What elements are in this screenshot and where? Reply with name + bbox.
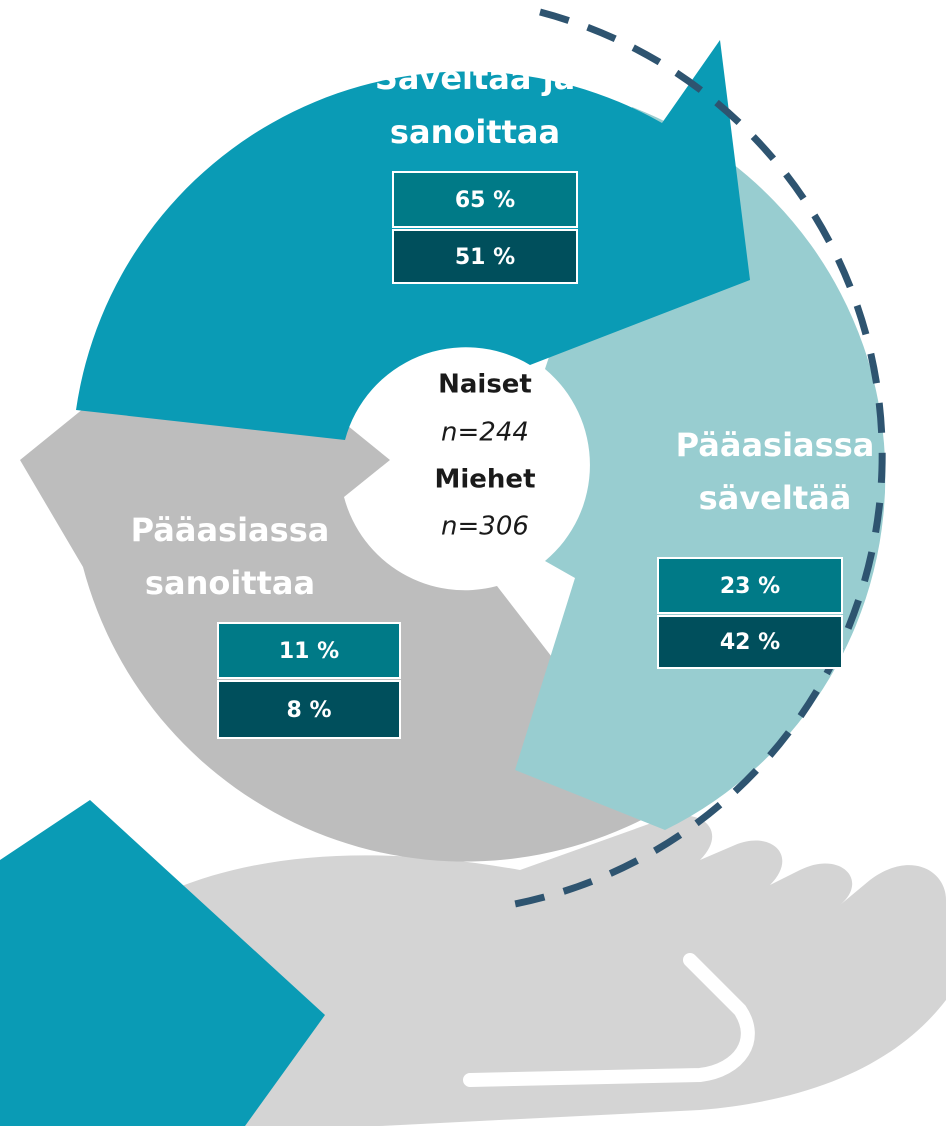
women-value: 65 % (455, 188, 515, 213)
men-value: 42 % (720, 630, 780, 655)
segment-label: sanoittaa (390, 113, 560, 151)
segment-label: Säveltää ja (375, 59, 575, 97)
center-men: Miehet (435, 465, 536, 495)
men-value: 8 % (286, 698, 331, 723)
center-women: Naiset (438, 370, 532, 400)
center-women-n: n=244 (441, 418, 529, 448)
segment-label: säveltää (699, 479, 852, 517)
segment-label: sanoittaa (145, 564, 315, 602)
center-men-n: n=306 (441, 512, 529, 542)
women-value: 11 % (279, 639, 339, 664)
infographic: Säveltää ja sanoittaa 65 % 51 % Pääasias… (0, 0, 946, 1126)
segment-label: Pääasiassa (676, 426, 875, 464)
segment-label: Pääasiassa (131, 511, 330, 549)
women-value: 23 % (720, 574, 780, 599)
men-value: 51 % (455, 245, 515, 270)
